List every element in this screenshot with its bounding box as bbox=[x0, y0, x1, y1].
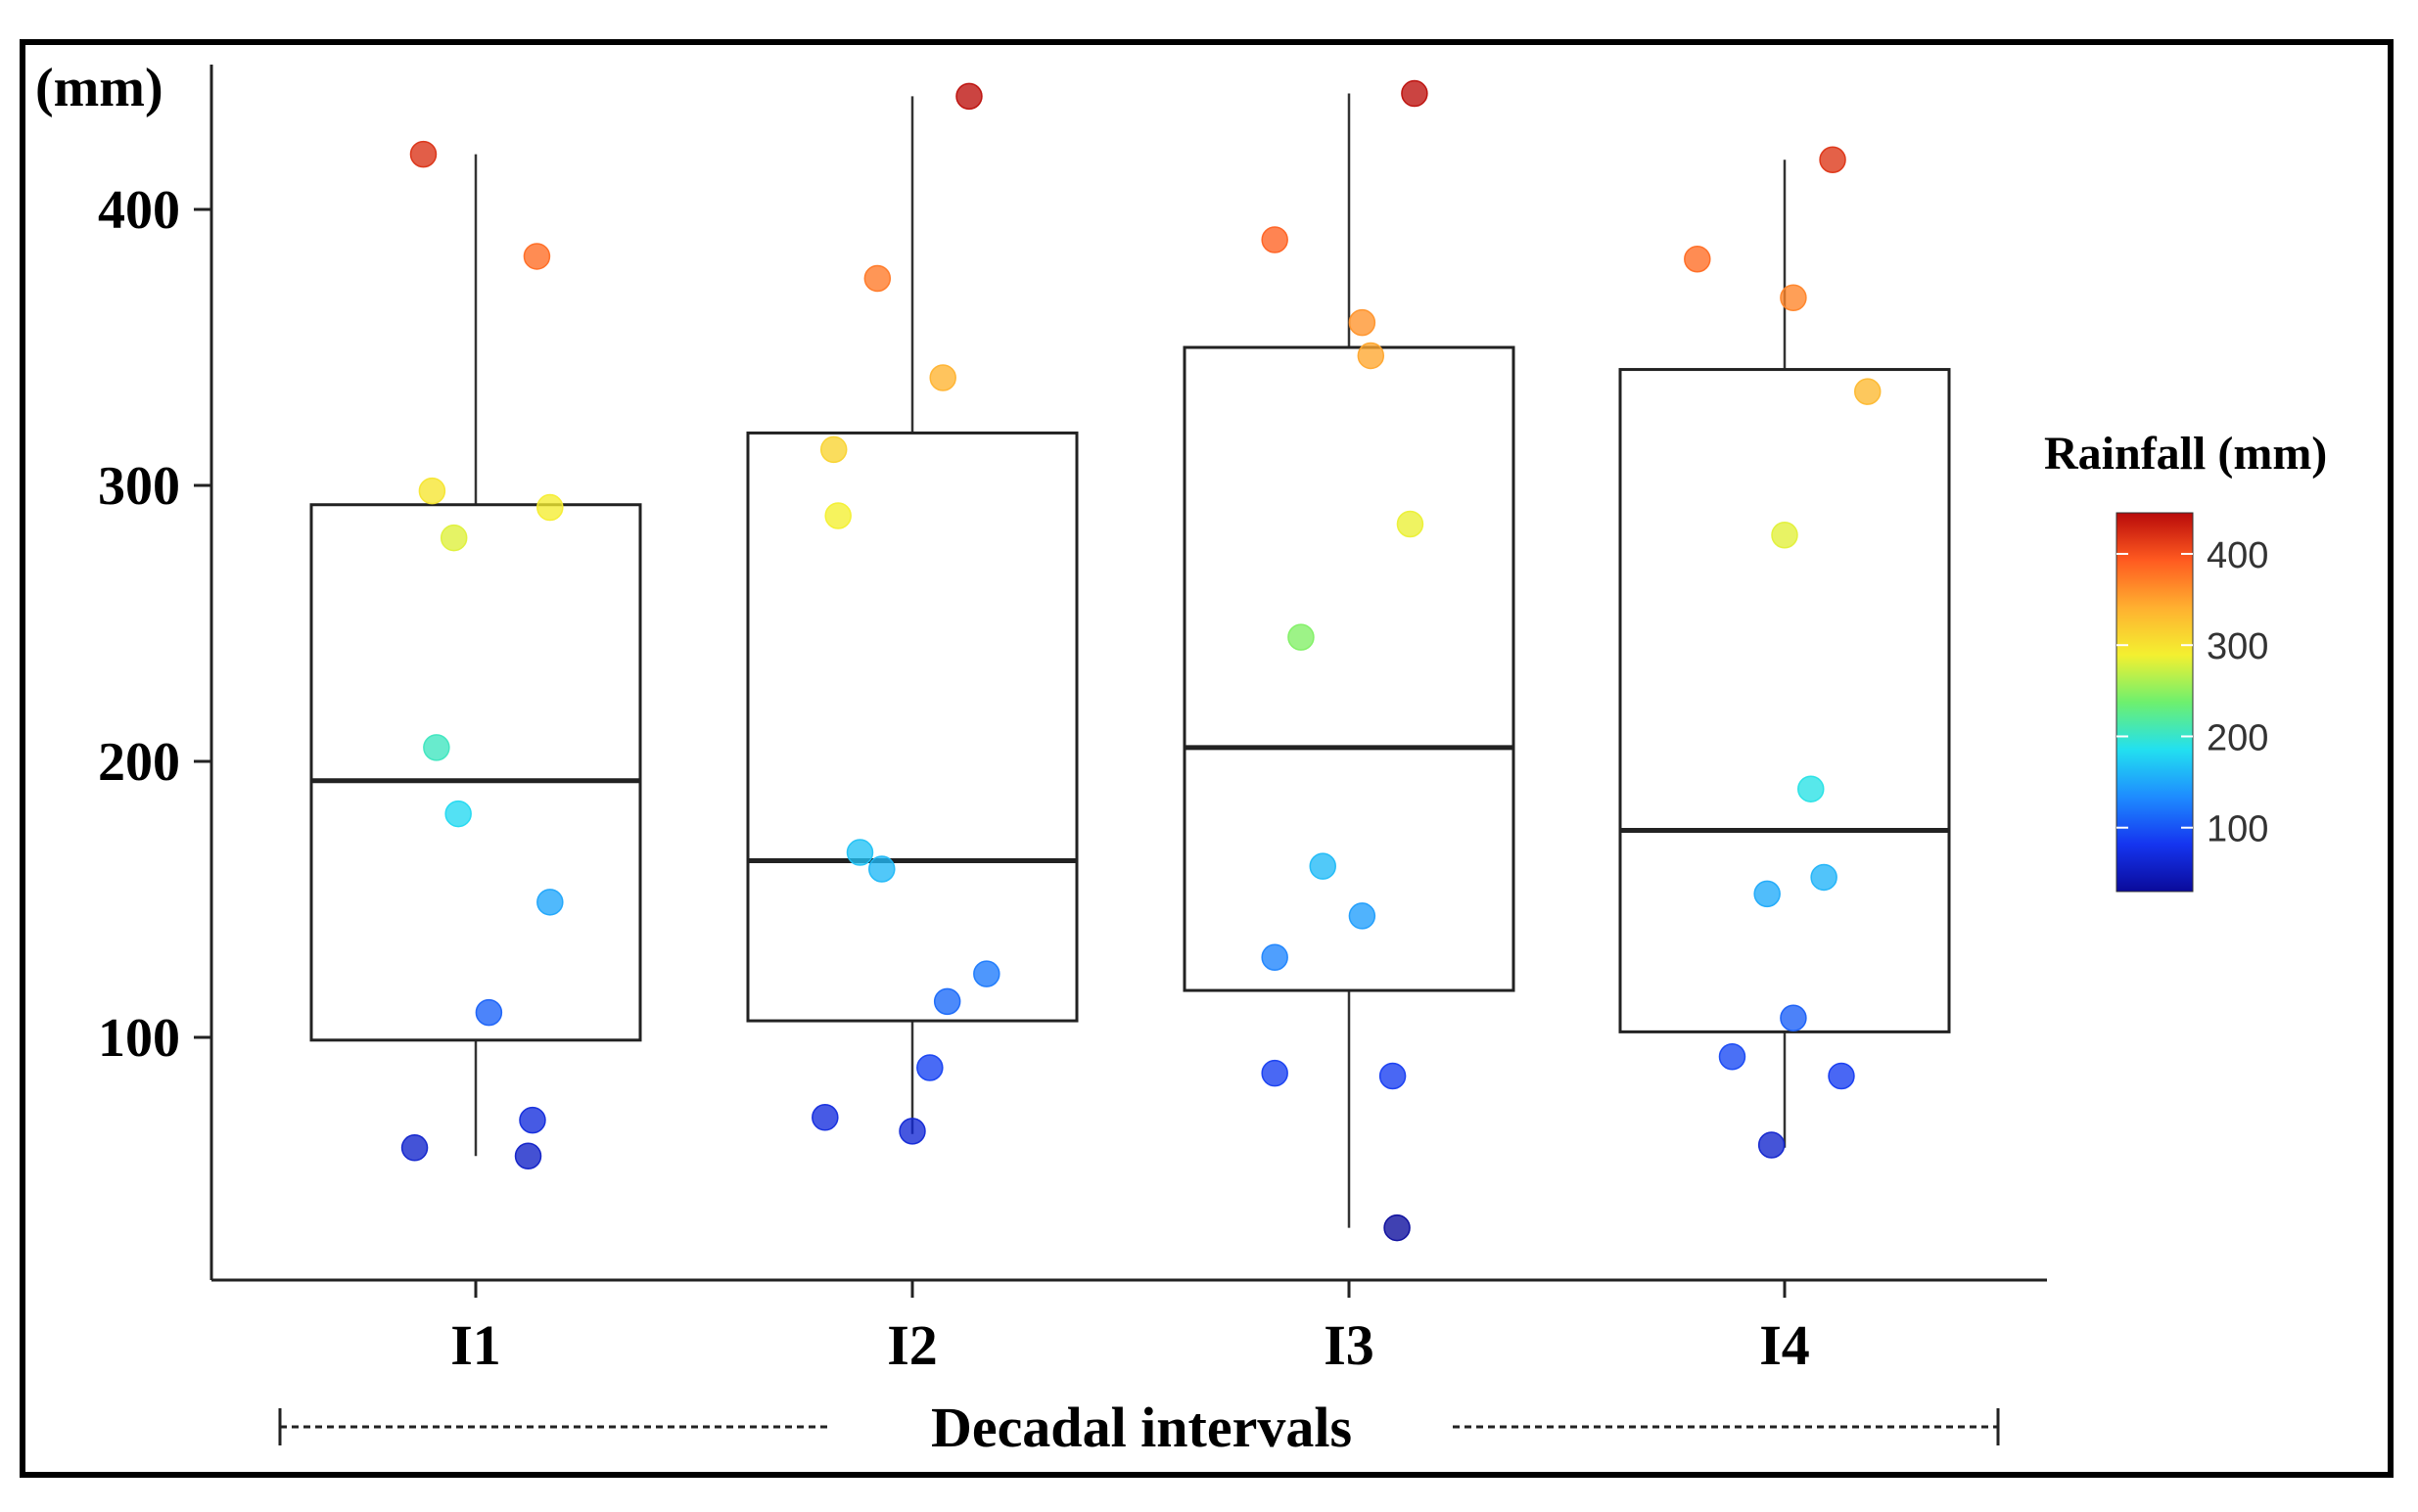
box-I2 bbox=[746, 96, 1079, 1134]
y-tick-label: 100 bbox=[98, 1008, 180, 1069]
data-point-I4 bbox=[1810, 863, 1837, 892]
data-point-I4 bbox=[1753, 880, 1781, 908]
data-point-I2 bbox=[929, 364, 956, 391]
data-point-I2 bbox=[819, 435, 848, 464]
colorbar-tick-label: 200 bbox=[2207, 717, 2268, 758]
data-point-I1 bbox=[444, 800, 472, 828]
data-point-I3 bbox=[1287, 623, 1315, 651]
data-point-I3 bbox=[1261, 226, 1288, 253]
data-point-I3 bbox=[1261, 1059, 1288, 1087]
data-point-I4 bbox=[1718, 1042, 1746, 1071]
data-point-I4 bbox=[1684, 246, 1711, 273]
data-point-I1 bbox=[523, 243, 551, 270]
y-tick-label: 200 bbox=[98, 732, 180, 793]
x-tick-label: I4 bbox=[1759, 1313, 1810, 1377]
colorbar-tick-label: 300 bbox=[2207, 626, 2268, 667]
x-tick-label: I2 bbox=[887, 1313, 938, 1377]
box-I4 bbox=[1618, 160, 1951, 1148]
data-point-I2 bbox=[863, 264, 892, 293]
data-point-I2 bbox=[846, 839, 874, 866]
data-point-I3 bbox=[1378, 1062, 1407, 1090]
x-tick-label: I1 bbox=[450, 1313, 501, 1377]
boxplot-chart: (mm) 100 200 300 400 I1 I2 I3 I4 Decadal interv… bbox=[35, 58, 2327, 1459]
data-point-I3 bbox=[1348, 308, 1376, 337]
colorbar: Rainfall (mm) 100 200 300 400 bbox=[2044, 428, 2327, 893]
axes: (mm) bbox=[35, 58, 2047, 1282]
x-tick-label: I3 bbox=[1324, 1313, 1374, 1377]
box-iqr bbox=[1183, 345, 1515, 992]
data-point-I1 bbox=[536, 889, 564, 916]
data-point-I1 bbox=[514, 1142, 542, 1170]
box-I3 bbox=[1183, 93, 1515, 1228]
colorbar-tick-label: 400 bbox=[2207, 535, 2268, 576]
figure-frame: (mm) 100 200 300 400 I1 I2 I3 I4 Decadal interv… bbox=[20, 39, 2394, 1478]
data-point-I2 bbox=[973, 960, 1000, 987]
data-point-I3 bbox=[1357, 342, 1385, 370]
data-point-I1 bbox=[409, 140, 438, 168]
data-point-I4 bbox=[1780, 284, 1807, 311]
box-I1 bbox=[309, 154, 642, 1157]
x-axis-title: Decadal intervals bbox=[931, 1396, 1352, 1459]
data-point-I2 bbox=[955, 82, 983, 111]
box-iqr bbox=[746, 431, 1079, 1023]
x-axis-title-group: Decadal intervals bbox=[278, 1396, 2000, 1459]
data-point-I4 bbox=[1853, 378, 1882, 405]
data-point-I1 bbox=[519, 1106, 546, 1134]
data-point-I3 bbox=[1383, 1214, 1411, 1242]
data-point-I1 bbox=[475, 998, 503, 1027]
colorbar-gradient bbox=[2116, 512, 2194, 893]
colorbar-title: Rainfall (mm) bbox=[2044, 428, 2327, 480]
data-point-I2 bbox=[812, 1104, 839, 1131]
colorbar-tick-label: 100 bbox=[2207, 809, 2268, 850]
data-point-I3 bbox=[1396, 510, 1424, 538]
data-point-I1 bbox=[418, 477, 446, 505]
data-point-I1 bbox=[536, 493, 564, 522]
y-tick-label: 400 bbox=[98, 180, 180, 241]
data-point-I4 bbox=[1819, 146, 1846, 173]
data-point-I4 bbox=[1757, 1131, 1786, 1159]
data-point-I2 bbox=[824, 502, 852, 529]
y-tick-label: 300 bbox=[98, 456, 180, 517]
y-axis-unit-label: (mm) bbox=[35, 58, 163, 118]
data-point-I2 bbox=[899, 1118, 926, 1145]
data-point-I4 bbox=[1780, 1004, 1807, 1032]
data-point-I3 bbox=[1401, 79, 1428, 108]
data-point-I2 bbox=[868, 855, 896, 883]
data-point-I1 bbox=[400, 1134, 429, 1162]
box-iqr bbox=[309, 503, 642, 1042]
data-point-I2 bbox=[916, 1054, 944, 1081]
data-point-I2 bbox=[933, 987, 961, 1016]
data-point-I4 bbox=[1828, 1062, 1855, 1090]
data-point-I4 bbox=[1771, 522, 1798, 549]
box-iqr bbox=[1618, 368, 1951, 1033]
data-point-I1 bbox=[440, 524, 468, 552]
data-point-I3 bbox=[1309, 852, 1336, 880]
data-point-I1 bbox=[423, 734, 450, 761]
data-point-I4 bbox=[1797, 775, 1825, 802]
data-point-I3 bbox=[1348, 902, 1376, 930]
data-point-I3 bbox=[1261, 943, 1288, 971]
